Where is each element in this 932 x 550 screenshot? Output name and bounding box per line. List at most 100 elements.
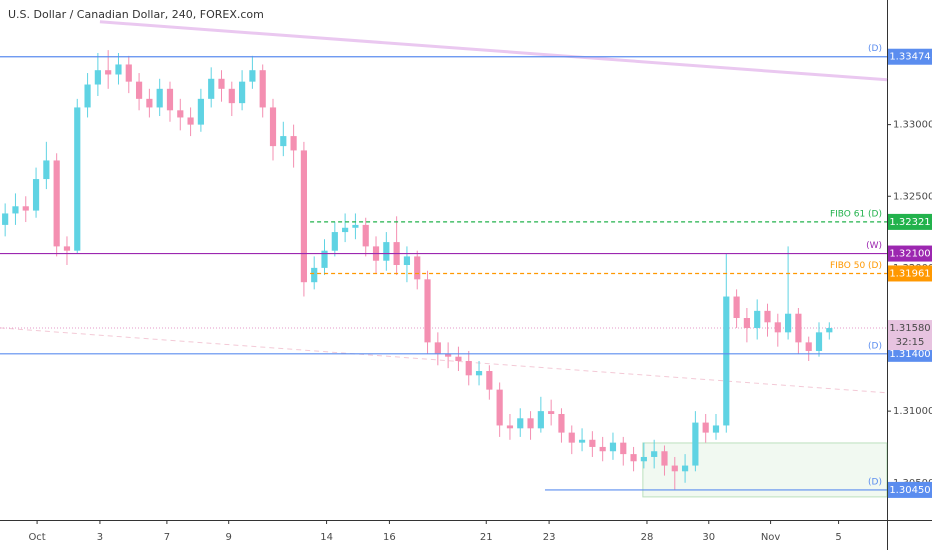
candle-body	[733, 296, 740, 319]
candle-body	[383, 242, 390, 261]
candle-body	[115, 64, 122, 75]
level-note: (D)	[868, 44, 882, 54]
candle-body	[43, 160, 50, 180]
candle-body	[743, 318, 750, 329]
price-tag-label: 1.33474	[889, 52, 930, 63]
candle-body	[74, 107, 81, 251]
level-note: (W)	[866, 241, 882, 251]
candle-body	[764, 310, 771, 323]
candle-body	[537, 411, 544, 429]
x-tick-label: 16	[383, 532, 396, 543]
candle-body	[589, 439, 596, 447]
candle-body	[723, 296, 730, 426]
candle-body	[795, 313, 802, 343]
candle-body	[671, 465, 678, 472]
level-note: (D)	[868, 477, 882, 487]
candle-body	[692, 422, 699, 466]
chart-title: U.S. Dollar / Canadian Dollar, 240, FORE…	[8, 8, 264, 21]
candle-body	[300, 150, 307, 283]
price-tag-label: 1.31400	[889, 349, 930, 360]
candle-body	[63, 246, 71, 251]
candle-body	[156, 88, 163, 108]
candle-body	[434, 342, 441, 354]
trendline	[0, 327, 888, 394]
price-tag	[888, 213, 932, 230]
candle-body	[290, 136, 297, 151]
candle-body	[578, 439, 586, 443]
price-tag	[888, 481, 932, 498]
candle-body	[259, 70, 266, 108]
candle-body	[32, 179, 40, 211]
price-tag	[888, 265, 932, 282]
candle-body	[599, 446, 606, 452]
candle-body	[342, 227, 349, 233]
candle-body	[414, 256, 421, 280]
candle-body	[22, 206, 29, 211]
x-tick-label: Oct	[28, 532, 45, 543]
candle-body	[403, 256, 411, 266]
candle-body	[146, 98, 153, 108]
candle-body	[269, 107, 277, 147]
x-tick-label: 30	[702, 532, 715, 543]
price-tag-label: 1.32100	[889, 249, 930, 260]
candle-body	[702, 422, 709, 433]
candle-body	[177, 110, 184, 118]
candle-body	[815, 332, 823, 351]
candle-body	[2, 213, 9, 225]
candle-body	[681, 465, 689, 472]
candle-body	[785, 313, 792, 333]
x-tick-label: 9	[226, 532, 232, 543]
candle-body	[280, 136, 287, 147]
candle-body	[805, 342, 812, 351]
y-tick-label: 1.32500	[893, 191, 932, 202]
price-tag	[888, 48, 932, 65]
candle-body	[620, 442, 627, 455]
price-tag-label: 1.32321	[889, 217, 930, 228]
x-tick-label: 14	[320, 532, 333, 543]
candle-body	[661, 451, 668, 466]
candle-body	[496, 389, 503, 426]
candle-body	[517, 418, 524, 429]
candle-body	[208, 78, 215, 99]
x-tick-label: 23	[543, 532, 556, 543]
zone	[642, 442, 888, 498]
candle-body	[218, 78, 225, 89]
candle-body	[475, 371, 483, 376]
x-tick-label: 28	[641, 532, 654, 543]
candle-body	[754, 310, 761, 329]
candle-body	[362, 224, 369, 247]
candle-body	[135, 81, 143, 99]
candle-body	[568, 432, 575, 443]
candle-body	[125, 64, 132, 82]
candle-body	[527, 418, 534, 429]
price-tag	[888, 245, 932, 262]
candle-body	[94, 70, 101, 85]
candle-body	[609, 442, 617, 452]
candle-body	[352, 224, 359, 228]
level-note: FIBO 61 (D)	[830, 209, 882, 219]
x-tick-label: 5	[835, 532, 841, 543]
candle-body	[558, 413, 565, 433]
candle-body	[640, 456, 647, 462]
x-tick-label: 21	[480, 532, 493, 543]
candle-body	[12, 206, 19, 214]
x-tick-label: 7	[164, 532, 170, 543]
trendline	[99, 20, 888, 82]
candle-body	[239, 81, 246, 104]
current-price-tag	[888, 320, 932, 351]
candle-body	[424, 279, 431, 343]
candle-body	[197, 98, 204, 125]
level-note: (D)	[868, 341, 882, 351]
y-tick-label: 1.31000	[893, 406, 932, 417]
candle-body	[548, 411, 555, 414]
level-note: FIBO 50 (D)	[830, 261, 882, 271]
candle-body	[465, 360, 472, 376]
candle-body	[651, 451, 658, 457]
candle-body	[166, 88, 174, 111]
candle-body	[630, 454, 637, 462]
candle-body	[105, 70, 112, 75]
candle-body	[826, 328, 833, 333]
x-tick-label: Nov	[761, 532, 781, 543]
current-price-label: 1.31580	[889, 323, 930, 334]
